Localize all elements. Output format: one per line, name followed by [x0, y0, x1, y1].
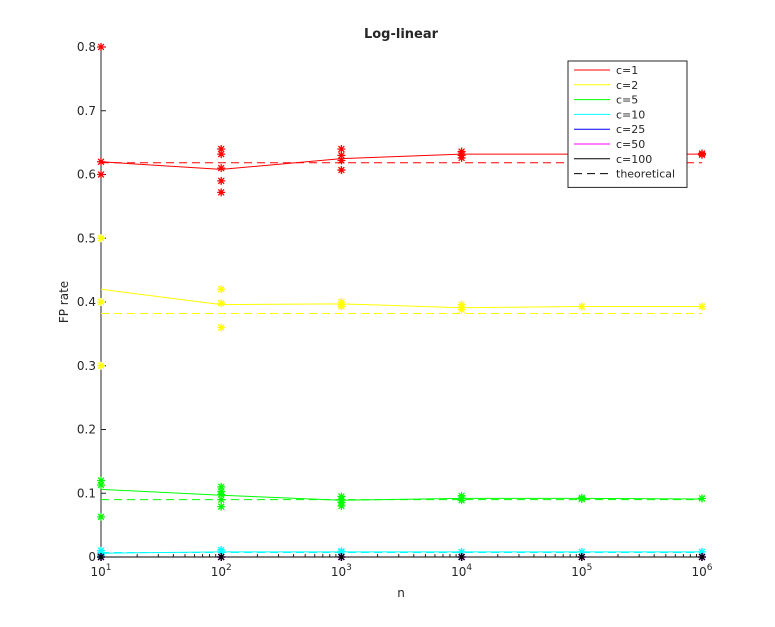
- data-point-c2: [97, 298, 105, 306]
- y-tick-label: 0.6: [77, 168, 96, 182]
- data-point-c2: [217, 299, 226, 308]
- data-point-c1: [97, 157, 105, 166]
- series-line-c2: [100, 288, 702, 309]
- legend-label: c=5: [616, 94, 638, 107]
- data-point-c1: [698, 150, 706, 159]
- y-tick-label: 0.3: [77, 359, 96, 373]
- data-point-c5: [698, 494, 706, 503]
- data-point-c100: [457, 553, 466, 561]
- data-point-c5: [217, 495, 226, 504]
- x-tick-label: 102: [211, 563, 232, 579]
- data-point-c2: [457, 305, 466, 314]
- data-point-c1: [457, 153, 466, 162]
- data-point-c5: [577, 494, 586, 503]
- y-tick-label: 0: [88, 550, 96, 564]
- legend-label: c=50: [616, 138, 645, 151]
- y-tick-label: 0.2: [77, 423, 96, 437]
- chart-title: Log-linear: [364, 27, 439, 42]
- data-point-c2: [337, 302, 346, 311]
- x-tick-label: 103: [331, 563, 352, 579]
- data-point-c10: [457, 547, 466, 556]
- data-point-c2: [698, 302, 706, 311]
- data-point-c100: [97, 553, 105, 561]
- data-point-c1: [97, 43, 105, 51]
- x-tick-label: 106: [691, 563, 712, 579]
- x-tick-label: 101: [90, 563, 111, 579]
- data-point-c100: [577, 553, 586, 561]
- legend-label: c=25: [616, 123, 645, 136]
- data-point-c5: [457, 496, 466, 505]
- data-point-c10: [698, 547, 706, 556]
- y-tick-label: 0.8: [77, 40, 96, 54]
- legend: c=1 c=2 c=5c=10 c=25 c=50 c=100 theoretical: [567, 60, 688, 188]
- x-tick-label: 105: [571, 563, 592, 579]
- data-point-c10: [577, 547, 586, 556]
- legend-box: [567, 60, 688, 188]
- legend-label: c=10: [616, 108, 645, 121]
- data-point-c1: [217, 188, 226, 197]
- data-point-c100: [217, 553, 226, 561]
- data-point-c2: [217, 285, 226, 294]
- data-point-c1: [217, 145, 226, 153]
- data-point-c5: [97, 480, 105, 489]
- data-point-c5: [217, 482, 226, 491]
- data-point-c2: [97, 361, 105, 370]
- data-point-c5: [217, 502, 226, 511]
- data-point-c1: [337, 166, 346, 175]
- data-point-c1: [217, 150, 226, 159]
- data-point-c1: [97, 170, 105, 179]
- data-point-c2: [577, 302, 586, 311]
- data-point-c5: [97, 512, 105, 521]
- data-point-c1: [337, 145, 346, 153]
- data-point-c5: [217, 490, 226, 499]
- data-point-c1: [217, 164, 226, 173]
- legend-label: c=100: [616, 153, 652, 166]
- data-point-c1: [337, 156, 346, 165]
- data-point-c1: [217, 176, 226, 185]
- data-point-c5: [97, 476, 105, 485]
- y-axis-label: FP rate: [57, 281, 71, 323]
- legend-label: theoretical: [616, 168, 675, 181]
- y-tick-label: 0.4: [77, 295, 96, 309]
- data-point-c100: [698, 553, 706, 561]
- data-point-c2: [217, 323, 226, 332]
- y-tick-label: 0.5: [77, 231, 96, 245]
- data-point-c5: [337, 502, 346, 510]
- series-line-c10: [100, 551, 702, 554]
- y-tick-label: 0.1: [77, 486, 96, 500]
- plot-area: 0 0.1 0.2 0.3 0.4 0.5 0.6 0.7 0.8 101 102 103 104 105…: [77, 40, 713, 579]
- y-tick-label: 0.7: [77, 104, 96, 118]
- data-point-c10: [217, 547, 226, 556]
- x-axis-label: n: [397, 586, 405, 600]
- series-line-c5: [100, 488, 703, 501]
- legend-label: c=2: [616, 79, 638, 92]
- legend-label: c=1: [616, 64, 638, 77]
- data-point-c100: [337, 553, 346, 561]
- data-point-c2: [97, 234, 105, 243]
- x-tick-label: 104: [451, 563, 472, 579]
- data-point-c1: [337, 151, 346, 160]
- data-point-c10: [337, 547, 346, 556]
